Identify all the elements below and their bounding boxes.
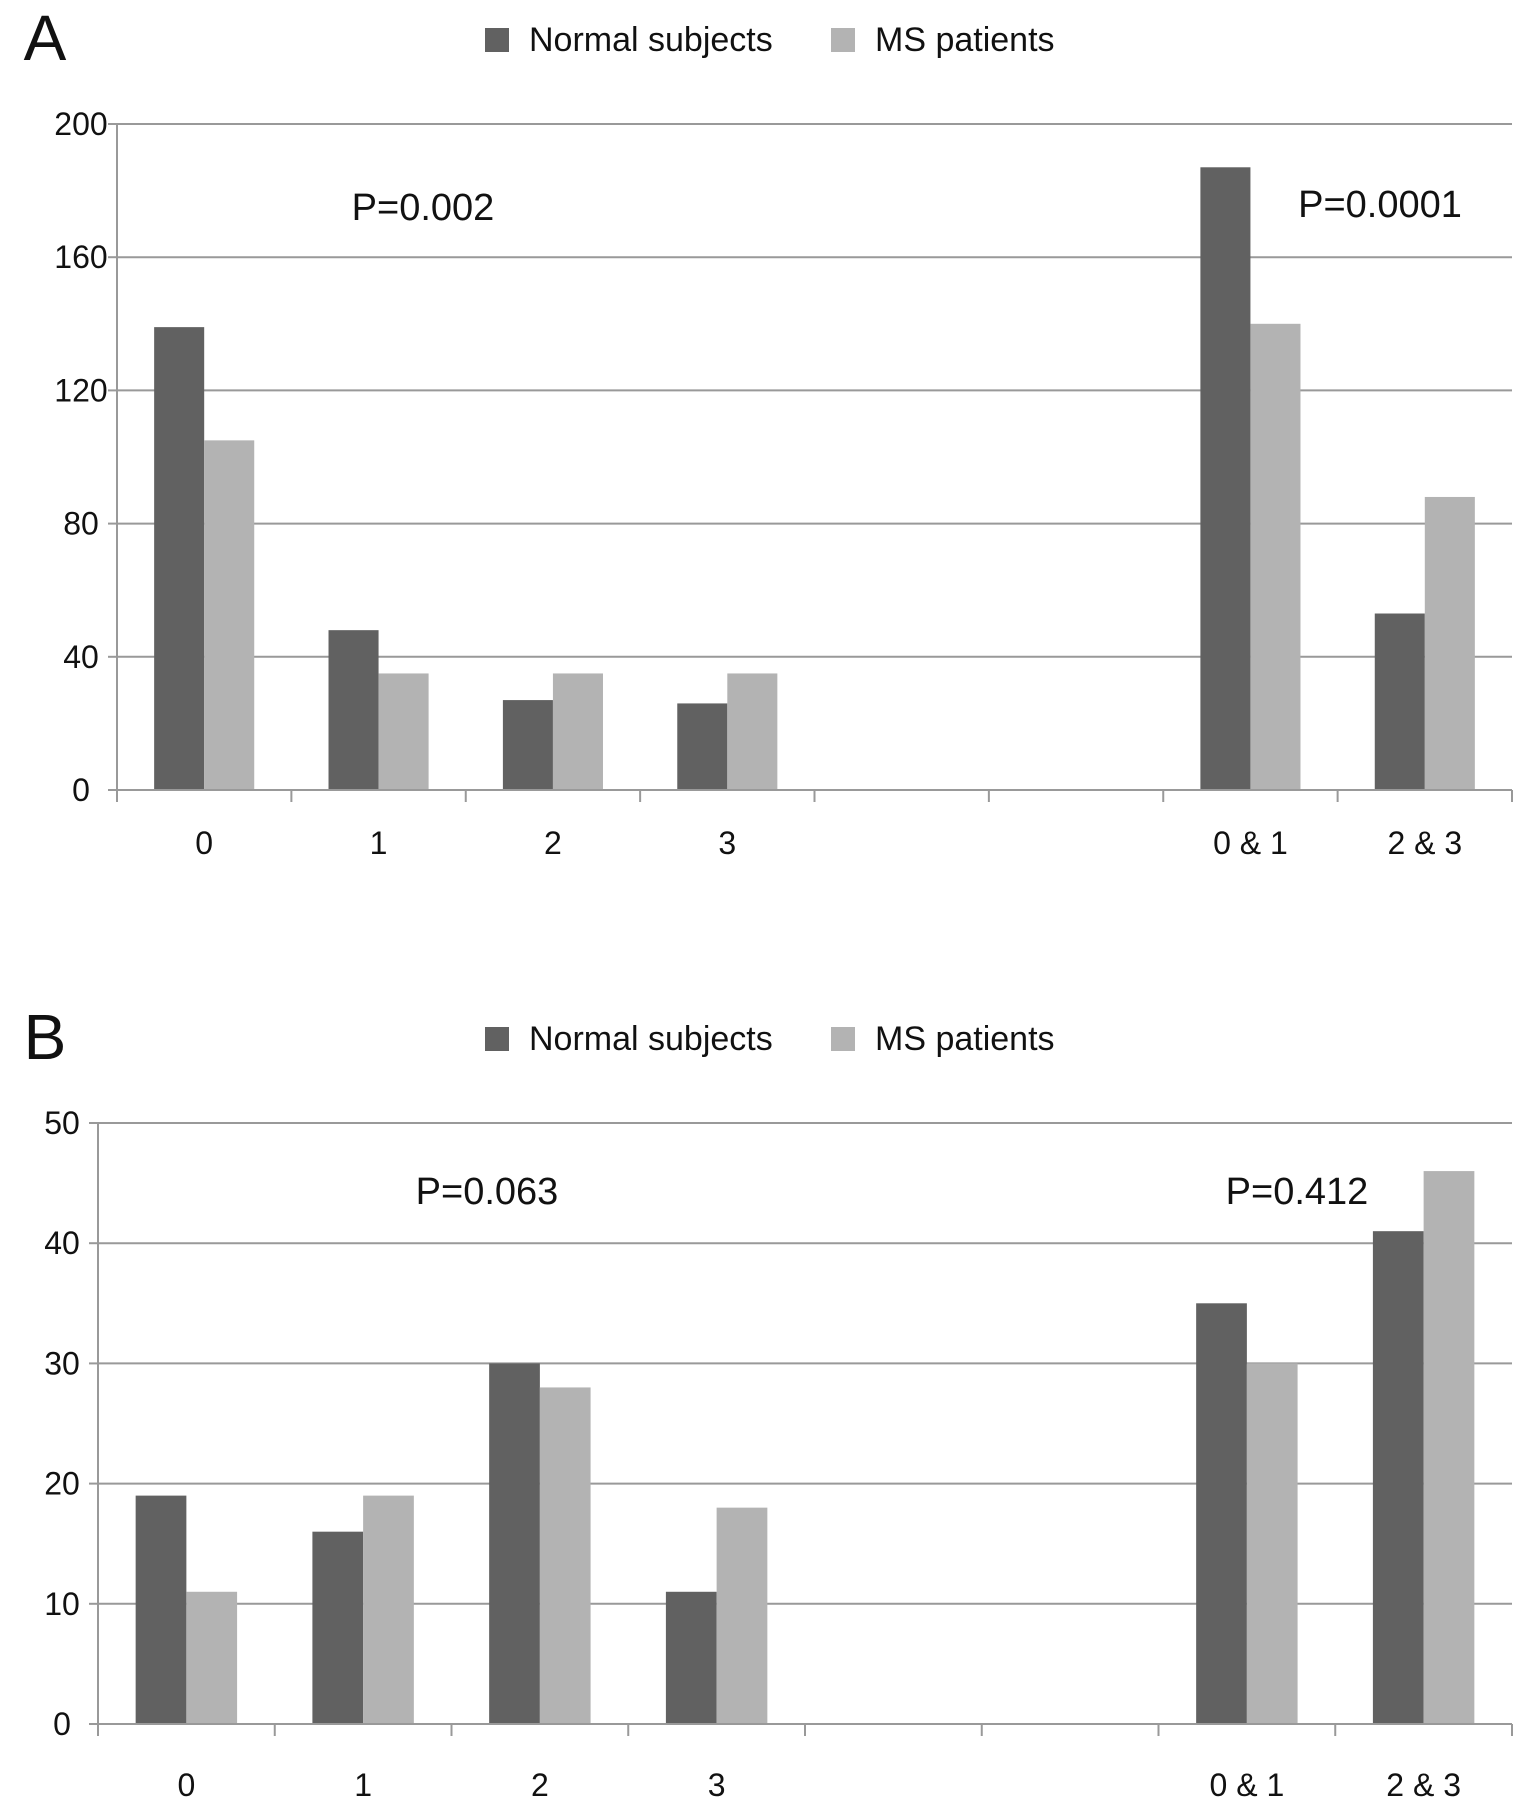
bar-ms-3	[727, 673, 778, 790]
legend-label-normal: Normal subjects	[529, 1020, 773, 1058]
p-value-annotation: P=0.0001	[1298, 184, 1462, 226]
x-tick-label: 3	[708, 1767, 726, 1800]
y-tick-label: 0	[72, 772, 90, 808]
y-tick-label: 50	[44, 1105, 80, 1141]
legend-swatch-normal	[485, 1027, 509, 1051]
x-tick-label: 3	[718, 825, 736, 861]
y-tick-label: 80	[63, 506, 99, 542]
y-tick-label: 120	[54, 372, 107, 408]
x-tick-label: 1	[354, 1767, 372, 1800]
y-tick-label: 30	[44, 1345, 80, 1381]
x-tick-label: 0	[195, 825, 213, 861]
panel-label: A	[24, 2, 67, 74]
p-value-annotation: P=0.063	[416, 1171, 559, 1213]
p-value-annotation: P=0.412	[1226, 1171, 1369, 1213]
p-value-annotation: P=0.002	[352, 187, 495, 229]
panel-b: B Normal subjects MS patients 0 10 20 30 40 50 0 1…	[24, 1001, 1513, 1800]
x-tick-label: 0 & 1	[1210, 1767, 1285, 1800]
legend-label-normal: Normal subjects	[529, 21, 773, 59]
panel-label: B	[24, 1001, 67, 1073]
bar-ms-2	[539, 1387, 591, 1724]
legend-label-ms: MS patients	[875, 1020, 1055, 1058]
x-tick-label: 2 & 3	[1387, 825, 1462, 861]
panel-a: A Normal subjects MS patients0408012016020…	[24, 2, 1513, 861]
legend-swatch-ms	[831, 28, 855, 52]
y-tick-label: 0	[53, 1706, 71, 1742]
x-tick-label: 2	[544, 825, 562, 861]
y-tick-label: 160	[54, 239, 107, 275]
x-tick-label: 0	[177, 1767, 195, 1800]
bar-normal-0 & 1	[1196, 1303, 1247, 1724]
bar-normal-1	[328, 630, 379, 790]
bar-normal-1	[312, 1531, 364, 1724]
bar-ms-0 & 1	[1246, 1363, 1298, 1724]
bar-normal-2	[489, 1363, 540, 1724]
bar-ms-2	[552, 673, 603, 790]
y-tick-label: 20	[44, 1466, 80, 1502]
y-tick-label: 10	[44, 1586, 80, 1622]
bar-ms-2 & 3	[1423, 1171, 1475, 1724]
bar-normal-2	[502, 700, 553, 790]
y-tick-label: 40	[63, 639, 99, 675]
bar-normal-3	[665, 1591, 717, 1724]
bar-normal-0	[154, 327, 205, 790]
x-tick-label: 0 & 1	[1213, 825, 1288, 861]
legend-swatch-ms	[831, 1027, 855, 1051]
bar-ms-3	[716, 1507, 768, 1724]
x-tick-label: 1	[370, 825, 388, 861]
bar-ms-0	[204, 440, 255, 790]
bar-ms-0	[186, 1591, 238, 1724]
bar-ms-0 & 1	[1250, 323, 1301, 790]
bar-normal-2 & 3	[1372, 1231, 1424, 1724]
bar-ms-1	[363, 1495, 414, 1724]
x-tick-label: 2 & 3	[1386, 1767, 1461, 1800]
bar-normal-0 & 1	[1200, 167, 1251, 791]
bar-normal-2 & 3	[1374, 613, 1425, 790]
x-tick-label: 2	[531, 1767, 549, 1800]
legend-label-ms: MS patients	[875, 21, 1055, 59]
bar-normal-3	[677, 703, 728, 790]
y-tick-label: 40	[44, 1225, 80, 1261]
legend-swatch-normal	[485, 28, 509, 52]
y-tick-label: 200	[54, 106, 107, 142]
bar-ms-1	[378, 673, 429, 790]
bar-ms-2 & 3	[1424, 496, 1475, 790]
bar-normal-0	[135, 1495, 187, 1724]
